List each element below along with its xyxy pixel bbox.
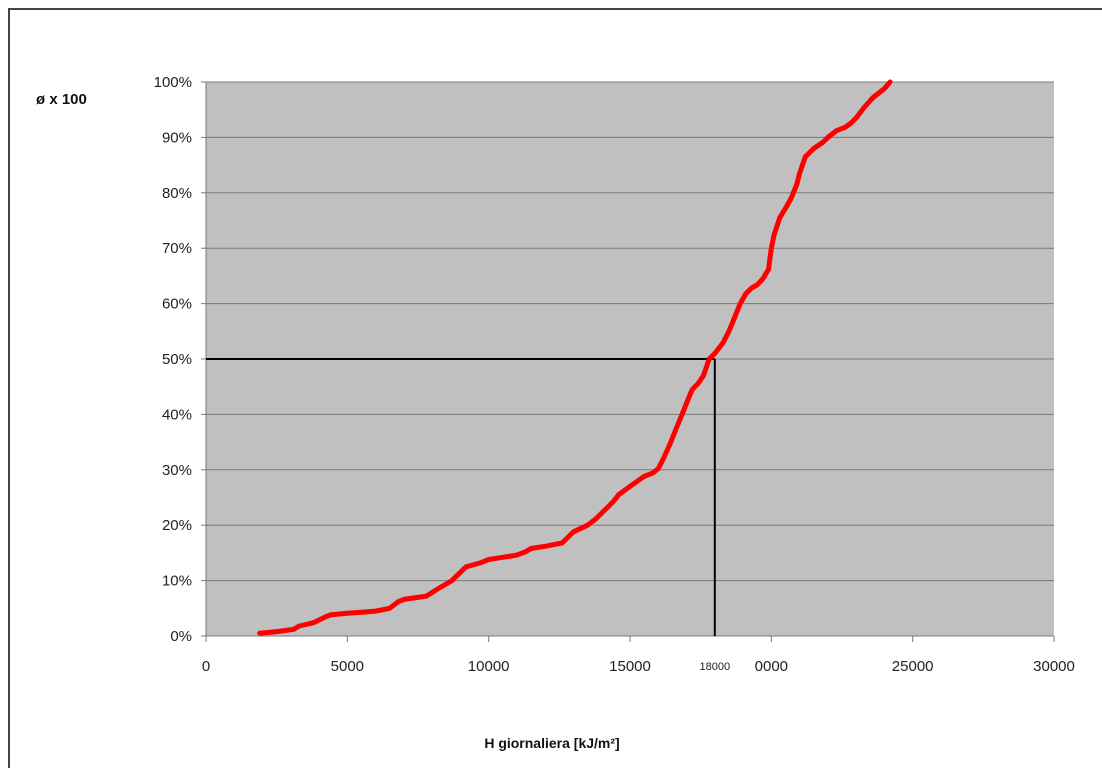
y-tick-label: 80% — [162, 185, 192, 202]
x-tick-label: 0000 — [755, 658, 788, 675]
x-tick-label: 5000 — [331, 658, 364, 675]
y-tick-label: 10% — [162, 573, 192, 590]
reference-lines — [206, 358, 716, 636]
series-line — [257, 79, 893, 636]
x-tick-label: 25000 — [892, 658, 934, 675]
y-tick-label: 20% — [162, 517, 192, 534]
x-tick-label: 0 — [202, 658, 210, 675]
y-tick-label: 70% — [162, 240, 192, 257]
x-tick-label: 15000 — [609, 658, 651, 675]
y-tick-label: 40% — [162, 406, 192, 423]
y-axis-label: ø x 100 — [36, 91, 87, 108]
y-tick-label: 100% — [154, 74, 192, 91]
y-tick-label: 60% — [162, 296, 192, 313]
x-axis-label: H giornaliera [kJ/m²] — [484, 735, 619, 751]
series-layer — [257, 79, 893, 636]
y-tick-label: 90% — [162, 129, 192, 146]
y-tick-label: 50% — [162, 351, 192, 368]
labels-layer: 0% 10% 20% 30% 40% 50% 60% 70% 80% 90% 100% 0 5000 10… — [154, 74, 1075, 675]
y-tick-label: 0% — [170, 628, 192, 645]
x-tick-label: 30000 — [1033, 658, 1075, 675]
y-tick-label: 30% — [162, 462, 192, 479]
annotation-label: 18000 — [700, 661, 731, 673]
x-tick-label: 10000 — [468, 658, 510, 675]
